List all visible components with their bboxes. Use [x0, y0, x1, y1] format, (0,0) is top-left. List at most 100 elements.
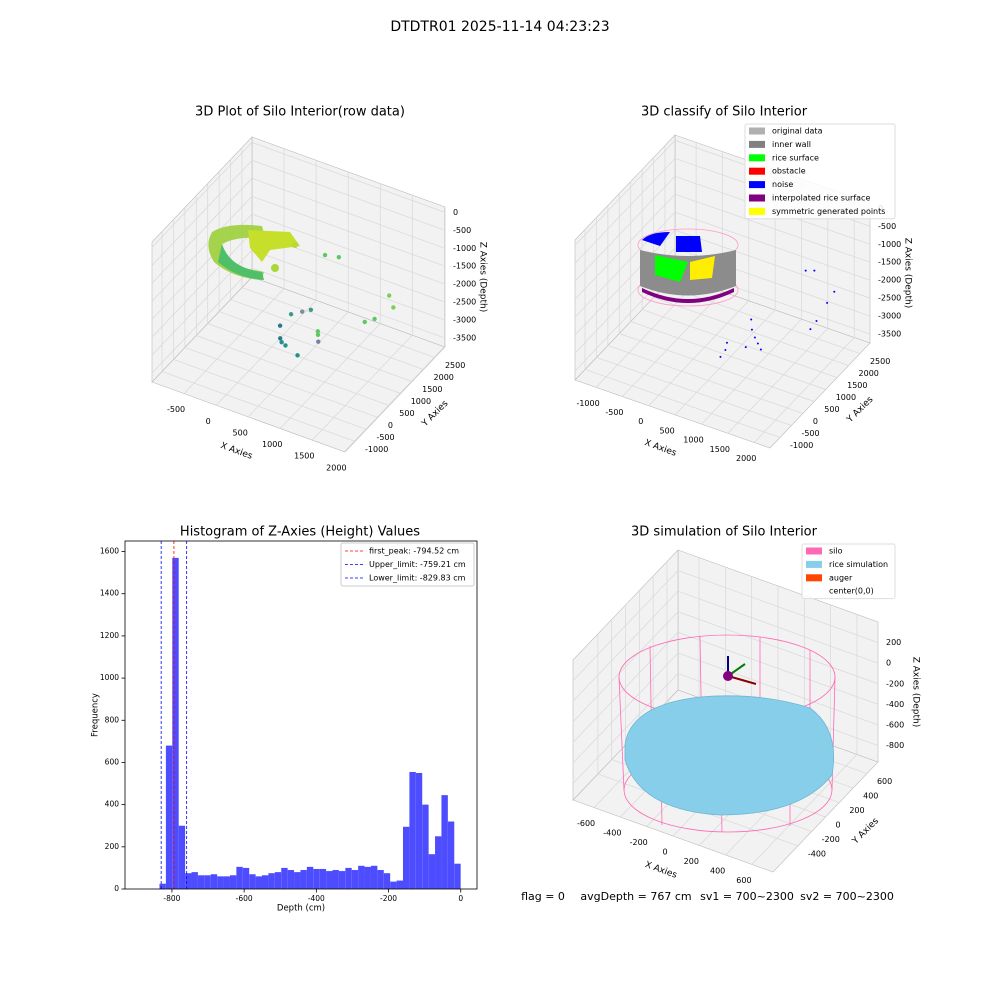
x-tick-label: 1000: [262, 440, 282, 449]
grid-line: [727, 328, 829, 434]
x-tick-label: 2000: [736, 454, 756, 463]
bar: [326, 871, 333, 889]
bar: [377, 870, 384, 889]
bar: [197, 875, 205, 889]
grid-line: [183, 288, 285, 394]
grid-line: [574, 229, 676, 336]
bar: [185, 873, 192, 889]
point: [724, 348, 727, 351]
legend-label: interpolated rice surface: [772, 194, 870, 203]
x-tick-label: -200: [630, 838, 648, 847]
point: [278, 336, 283, 341]
point: [283, 343, 288, 348]
grid-line: [574, 211, 676, 318]
y-tick-label: 2000: [859, 369, 879, 378]
y-tick-label: -200: [822, 835, 840, 844]
x-tick-label: -200: [380, 894, 397, 903]
legend-label: first_peak: -794.52 cm: [369, 547, 459, 556]
x-tick-label: 2000: [326, 463, 346, 472]
cluster-decoration: [208, 224, 300, 280]
legend-label: inner wall: [772, 140, 811, 149]
grid-line: [215, 300, 317, 406]
point: [809, 328, 812, 331]
y-tick-label: 400: [105, 800, 120, 809]
bar: [281, 867, 288, 889]
grid-line: [312, 334, 413, 441]
x-tick-label: 0: [458, 894, 463, 903]
axes-3d: -500 0 500 1000 1500 2000 -1000 -500 0 500 1000 150…: [151, 136, 488, 472]
point: [813, 269, 816, 272]
grid-line: [572, 632, 679, 743]
y-tick-label: 600: [877, 777, 892, 786]
y-tick-label: 1600: [100, 547, 119, 556]
footer-text: flag = 0: [521, 890, 565, 903]
point: [725, 341, 728, 344]
bar: [435, 836, 442, 889]
z-axis-label: Z Axies (Depth): [903, 238, 913, 309]
point: [753, 336, 756, 339]
point: [279, 340, 284, 345]
grid-line: [677, 632, 879, 705]
grid-line: [677, 611, 879, 685]
z-tick-label: -1000: [878, 240, 901, 249]
grid-line: [151, 231, 253, 338]
z-tick-label: -3500: [878, 330, 901, 339]
point: [744, 346, 747, 349]
grid-line: [173, 359, 367, 430]
bar: [428, 854, 436, 889]
y-axis-label: Y Axies: [850, 816, 881, 847]
point: [391, 305, 396, 310]
y-tick-label: -500: [801, 429, 819, 438]
x-tick-label: -1000: [576, 399, 599, 408]
bar: [262, 875, 269, 889]
legend-swatch: [749, 154, 765, 162]
z-tick-label: -1500: [453, 262, 476, 271]
x-tick-label: -600: [577, 819, 595, 828]
grid-line: [584, 369, 781, 438]
x-axis-label: X Axies: [643, 860, 678, 881]
z-tick-label: 0: [886, 659, 891, 668]
bar: [447, 821, 455, 889]
x-tick-label: 600: [736, 876, 751, 885]
bar: [178, 825, 186, 889]
grid-line: [574, 140, 676, 246]
grid-line: [207, 323, 401, 394]
point: [288, 312, 294, 317]
y-tick-label: 1500: [422, 385, 442, 394]
point: [719, 355, 722, 358]
silo-decoration: [637, 228, 739, 307]
grid-line: [630, 321, 826, 390]
y-tick-label: 200: [849, 806, 864, 815]
legend-swatch: [749, 181, 765, 189]
grid-line: [701, 318, 802, 425]
legend-label: auger: [829, 573, 853, 582]
y-tick-label: 0: [114, 884, 119, 893]
legend-swatch: [749, 207, 765, 215]
point: [277, 323, 283, 328]
point: [336, 254, 342, 260]
grid-line: [664, 285, 861, 354]
grid-line: [251, 213, 446, 285]
y-tick-label: 500: [399, 409, 414, 418]
grid-line: [151, 267, 253, 374]
point: [322, 252, 328, 258]
bar: [300, 870, 307, 889]
legend-label: silo: [829, 547, 843, 556]
point: [750, 328, 753, 331]
point: [295, 353, 300, 358]
y-tick-label: -400: [808, 849, 826, 858]
y-tick-label: -500: [376, 433, 394, 442]
x-tick-label: -400: [308, 894, 325, 903]
z-tick-label: -200: [886, 679, 904, 688]
x-axis-label: X Axies: [643, 438, 678, 459]
z-tick-label: -500: [878, 222, 896, 231]
bar: [255, 876, 263, 889]
bar: [345, 867, 352, 889]
bar: [172, 557, 179, 889]
x-tick-label: 400: [710, 866, 725, 875]
bar: [402, 826, 410, 889]
grid-line: [572, 590, 679, 702]
grid-line: [241, 287, 436, 358]
x-tick-label: -600: [236, 894, 253, 903]
